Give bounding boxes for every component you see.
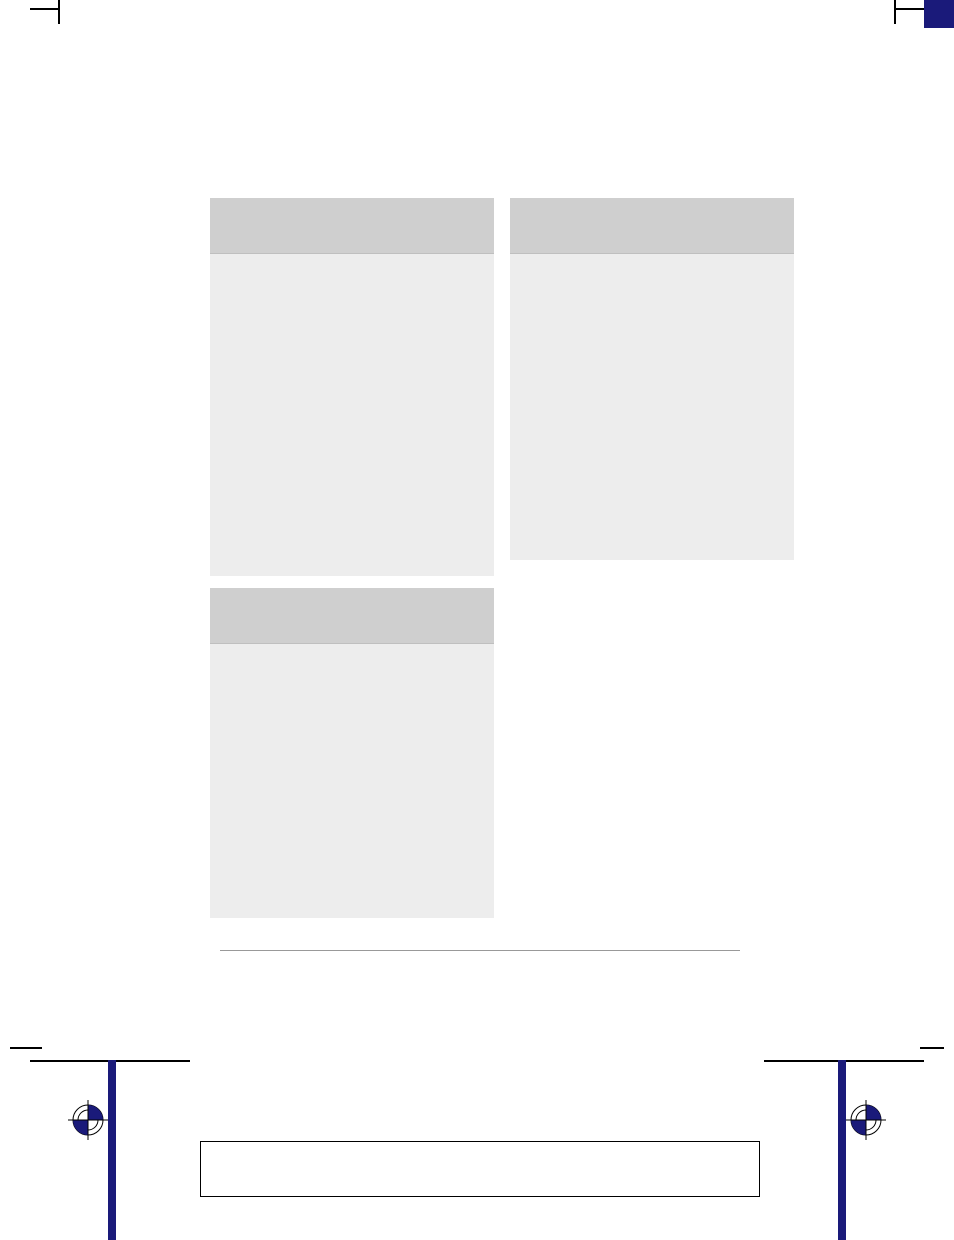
diagram-panel-b (510, 198, 794, 560)
crop-mark (894, 0, 896, 24)
panel-header (210, 588, 494, 644)
panel-header (510, 198, 794, 254)
accent-bar (838, 1060, 846, 1240)
crop-mark (30, 8, 60, 10)
registration-target-icon (846, 1100, 886, 1140)
diagram-panel-c (210, 588, 494, 918)
accent-bar (108, 1060, 116, 1240)
crop-mark (920, 1047, 944, 1049)
section-divider (220, 950, 740, 951)
accent-square (924, 0, 954, 28)
registration-target-icon (68, 1100, 108, 1140)
diagram-panel-a (210, 198, 494, 576)
panel-header (210, 198, 494, 254)
crop-mark (894, 8, 924, 10)
crop-mark (10, 1047, 42, 1049)
crop-mark (58, 0, 60, 24)
caption-box (200, 1141, 760, 1197)
